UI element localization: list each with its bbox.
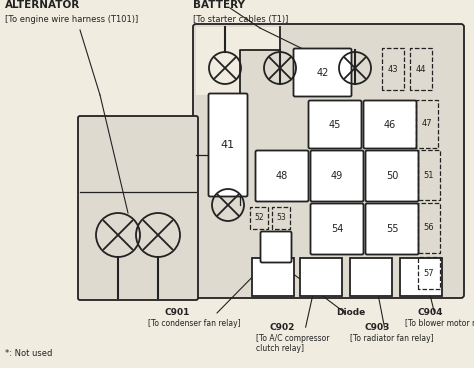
Text: 43: 43 bbox=[388, 64, 398, 74]
Polygon shape bbox=[196, 27, 280, 95]
Text: 46: 46 bbox=[384, 120, 396, 130]
Text: 48: 48 bbox=[276, 171, 288, 181]
Text: C901: C901 bbox=[165, 308, 191, 317]
Text: 57: 57 bbox=[424, 269, 434, 277]
Text: 47: 47 bbox=[422, 120, 432, 128]
FancyBboxPatch shape bbox=[293, 49, 352, 96]
Bar bbox=[350, 258, 392, 296]
Text: [To A/C compressor: [To A/C compressor bbox=[256, 334, 329, 343]
Text: [To blower motor relay]: [To blower motor relay] bbox=[405, 319, 474, 328]
Bar bbox=[252, 258, 294, 296]
Text: ALTERNATOR: ALTERNATOR bbox=[5, 0, 80, 10]
Text: *: Not used: *: Not used bbox=[5, 349, 52, 358]
Text: 41: 41 bbox=[221, 140, 235, 150]
Text: 44: 44 bbox=[416, 64, 426, 74]
Text: 56: 56 bbox=[424, 223, 434, 233]
Bar bbox=[300, 258, 342, 296]
Bar bbox=[400, 258, 442, 296]
Text: C904: C904 bbox=[418, 308, 444, 317]
FancyBboxPatch shape bbox=[309, 100, 362, 149]
Text: 45: 45 bbox=[329, 120, 341, 130]
Text: 54: 54 bbox=[331, 224, 343, 234]
Text: 42: 42 bbox=[316, 67, 328, 78]
Text: 53: 53 bbox=[276, 213, 286, 223]
FancyBboxPatch shape bbox=[193, 24, 464, 298]
Text: [To condenser fan relay]: [To condenser fan relay] bbox=[148, 319, 241, 328]
Text: C903: C903 bbox=[365, 323, 391, 332]
Text: 49: 49 bbox=[331, 171, 343, 181]
FancyBboxPatch shape bbox=[209, 93, 247, 197]
Text: C902: C902 bbox=[270, 323, 295, 332]
FancyBboxPatch shape bbox=[365, 204, 419, 255]
Text: [To engine wire harness (T101)]: [To engine wire harness (T101)] bbox=[5, 15, 138, 24]
Text: clutch relay]: clutch relay] bbox=[256, 344, 304, 353]
FancyBboxPatch shape bbox=[78, 116, 198, 300]
FancyBboxPatch shape bbox=[310, 151, 364, 202]
FancyBboxPatch shape bbox=[255, 151, 309, 202]
Text: 50: 50 bbox=[386, 171, 398, 181]
FancyBboxPatch shape bbox=[261, 231, 292, 262]
Text: BATTERY: BATTERY bbox=[193, 0, 245, 10]
Text: [To starter cables (T1)]: [To starter cables (T1)] bbox=[193, 15, 288, 24]
Text: Diode: Diode bbox=[336, 308, 365, 317]
FancyBboxPatch shape bbox=[310, 204, 364, 255]
Text: 51: 51 bbox=[424, 170, 434, 180]
Text: 55: 55 bbox=[386, 224, 398, 234]
Text: 52: 52 bbox=[254, 213, 264, 223]
FancyBboxPatch shape bbox=[365, 151, 419, 202]
FancyBboxPatch shape bbox=[364, 100, 417, 149]
Text: [To radiator fan relay]: [To radiator fan relay] bbox=[350, 334, 434, 343]
